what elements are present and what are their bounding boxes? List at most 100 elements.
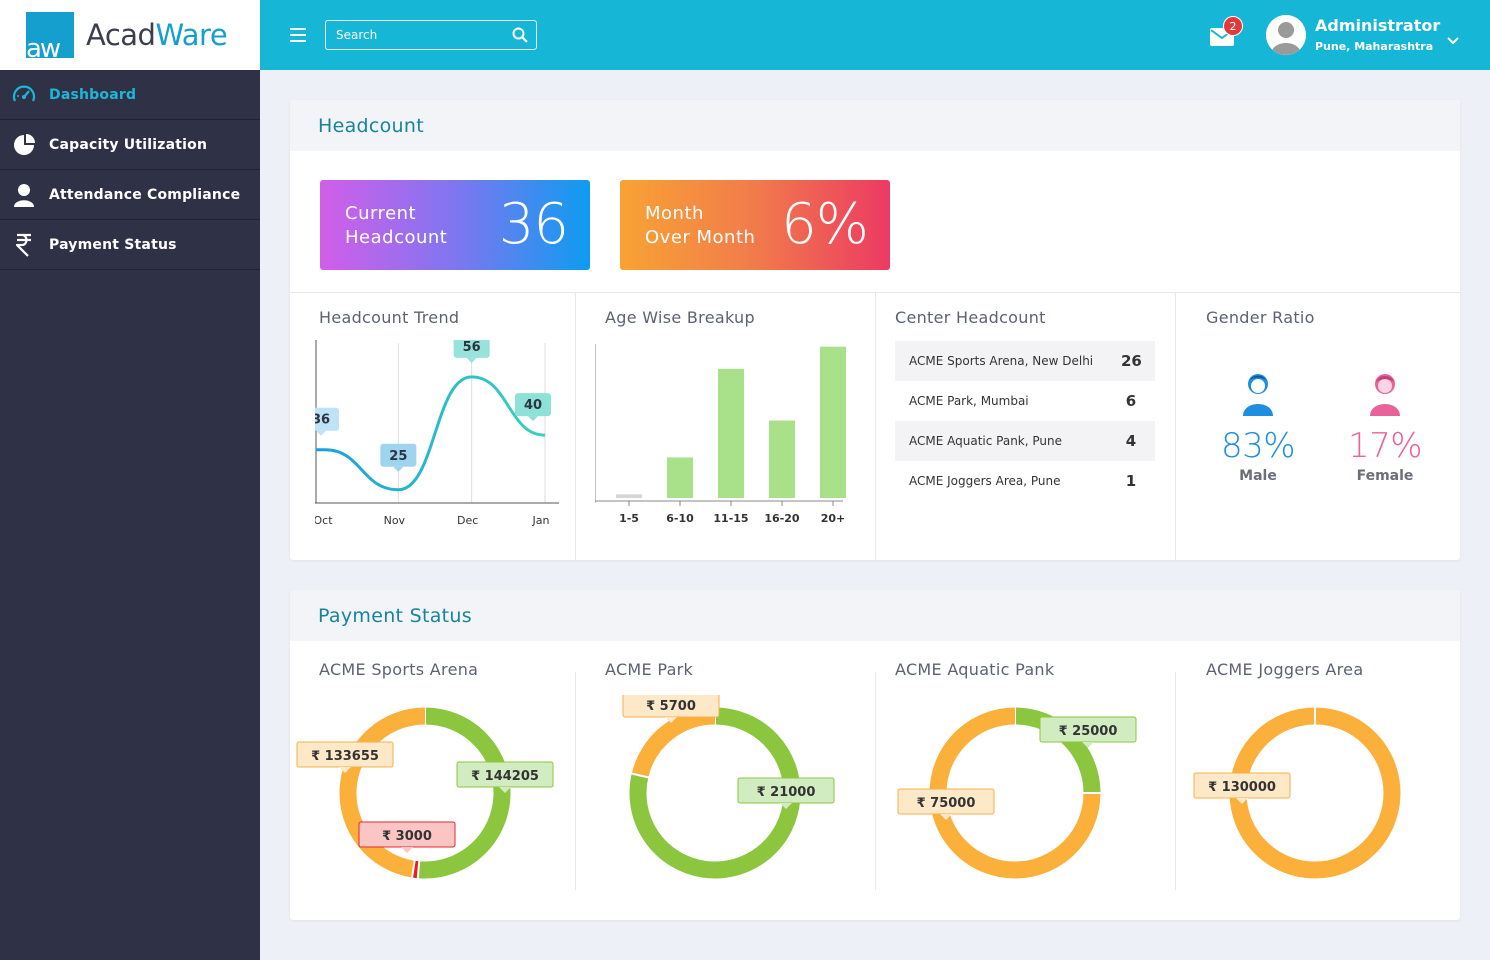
x-tick-label: 11-15	[713, 512, 748, 525]
user-name[interactable]: Administrator	[1315, 16, 1441, 35]
data-label: ₹ 133655	[296, 741, 394, 773]
slice-gap	[410, 859, 416, 879]
donut-slice	[339, 707, 426, 878]
sidebar-item-label: Payment Status	[49, 236, 177, 253]
svg-text:40: 40	[524, 398, 542, 413]
x-tick-label: 16-20	[764, 512, 800, 525]
sidebar-item-label: Dashboard	[49, 86, 137, 103]
search-input[interactable]	[326, 21, 506, 49]
rupee-icon	[12, 233, 36, 257]
pie-chart-icon	[12, 133, 36, 157]
female-percentage: 17%	[1347, 426, 1423, 466]
notification-badge[interactable]: 2	[1223, 16, 1243, 36]
payment-donut-chart: ₹ 130000	[1193, 706, 1401, 879]
female-icon	[1368, 374, 1402, 420]
male-percentage: 83%	[1220, 426, 1296, 466]
data-label: ₹ 21000	[737, 777, 835, 809]
data-label: 56	[453, 340, 490, 363]
divider	[875, 293, 876, 560]
trend-line	[316, 375, 546, 492]
headcount-trend-title: Headcount Trend	[319, 308, 460, 327]
slice-gap	[416, 860, 421, 880]
data-label: 40	[515, 393, 551, 422]
stat-label: Current Headcount	[345, 203, 448, 248]
svg-text:₹ 21000: ₹ 21000	[757, 785, 816, 800]
table-row[interactable]: ACME Joggers Area, Pune 1	[895, 461, 1155, 501]
donut-title: ACME Aquatic Pank	[895, 660, 1055, 679]
dashboard-gauge-icon	[12, 83, 36, 107]
svg-text:₹ 25000: ₹ 25000	[1059, 724, 1118, 739]
app-logo[interactable]: aw AcadWare	[0, 0, 260, 70]
divider	[290, 292, 1460, 293]
svg-text:₹ 5700: ₹ 5700	[646, 699, 696, 714]
sidebar-item-capacity-utilization[interactable]: Capacity Utilization	[0, 120, 260, 170]
chevron-down-icon[interactable]	[1447, 30, 1459, 49]
svg-text:₹ 130000: ₹ 130000	[1208, 780, 1276, 795]
age-wise-breakup-chart: 1-5 6-10 11-15 16-20 20+	[595, 344, 846, 525]
center-name: ACME Sports Arena, New Delhi	[909, 354, 1094, 368]
sidebar: aw AcadWare Dashboard Capacity Utilizati…	[0, 0, 260, 960]
x-tick-label: 6-10	[666, 512, 694, 525]
payment-donut-chart: ₹ 144205 ₹ 3000 ₹ 133655	[296, 706, 554, 880]
slice-gap	[630, 772, 650, 779]
male-icon	[1241, 374, 1275, 420]
data-label: ₹ 130000	[1193, 772, 1291, 804]
table-row[interactable]: ACME Park, Mumbai 6	[895, 381, 1155, 421]
svg-text:56: 56	[463, 340, 481, 355]
user-icon	[12, 183, 36, 207]
divider	[575, 293, 576, 560]
svg-text:25: 25	[389, 449, 407, 464]
table-row[interactable]: ACME Sports Arena, New Delhi 26	[895, 341, 1155, 381]
stat-value: 6%	[781, 192, 869, 257]
sidebar-item-attendance-compliance[interactable]: Attendance Compliance	[0, 170, 260, 220]
current-headcount-tile: Current Headcount 36	[320, 180, 590, 270]
headcount-card: Headcount Current Headcount 36 Month Over …	[290, 100, 1460, 560]
data-label: 25	[380, 443, 417, 472]
male-label: Male	[1239, 468, 1277, 484]
app-name: AcadWare	[86, 18, 228, 52]
table-row[interactable]: ACME Aquatic Pank, Pune 4	[895, 421, 1155, 461]
data-label: ₹ 5700	[622, 695, 720, 723]
center-name: ACME Joggers Area, Pune	[909, 474, 1061, 488]
donut-slice	[631, 707, 716, 778]
search-icon[interactable]	[512, 27, 528, 47]
sidebar-item-label: Attendance Compliance	[49, 186, 241, 203]
card-header: Payment Status	[290, 590, 1460, 641]
data-label: ₹ 3000	[358, 821, 456, 853]
card-header: Headcount	[290, 100, 1460, 151]
x-tick-label: 20+	[821, 512, 846, 525]
donut-title: ACME Sports Arena	[319, 660, 479, 679]
search-box	[325, 20, 537, 50]
data-label: ₹ 144205	[456, 761, 554, 793]
sidebar-item-dashboard[interactable]: Dashboard	[0, 70, 260, 120]
top-bar: 2 Administrator Pune, Maharashtra	[260, 0, 1490, 70]
x-tick-label: Jan	[532, 514, 550, 527]
sidebar-item-payment-status[interactable]: Payment Status	[0, 220, 260, 270]
svg-text:₹ 75000: ₹ 75000	[917, 796, 976, 811]
age-wise-breakup-title: Age Wise Breakup	[605, 308, 755, 327]
divider	[875, 672, 876, 890]
center-count: 6	[1125, 392, 1137, 410]
card-title: Headcount	[318, 114, 424, 137]
stat-value: 36	[498, 192, 569, 257]
svg-text:₹ 133655: ₹ 133655	[311, 749, 379, 764]
data-label: ₹ 25000	[1039, 716, 1137, 748]
gender-female: 17% Female	[1342, 372, 1428, 484]
donut-slice	[929, 707, 1101, 879]
center-count: 1	[1125, 472, 1137, 490]
gender-ratio-title: Gender Ratio	[1206, 308, 1315, 327]
gender-male: 83% Male	[1215, 372, 1301, 484]
data-label: 36	[315, 407, 339, 436]
avatar[interactable]	[1266, 15, 1306, 55]
center-headcount-table: ACME Sports Arena, New Delhi 26 ACME Par…	[895, 341, 1155, 501]
bar	[769, 420, 795, 498]
center-count: 4	[1125, 432, 1137, 450]
donut-title: ACME Park	[605, 660, 694, 679]
svg-text:₹ 144205: ₹ 144205	[471, 769, 539, 784]
center-count: 26	[1121, 352, 1142, 370]
divider	[1175, 293, 1176, 560]
menu-toggle-icon[interactable]	[290, 28, 306, 42]
center-name: ACME Park, Mumbai	[909, 394, 1029, 408]
sidebar-item-label: Capacity Utilization	[49, 136, 208, 153]
bar	[616, 494, 642, 498]
